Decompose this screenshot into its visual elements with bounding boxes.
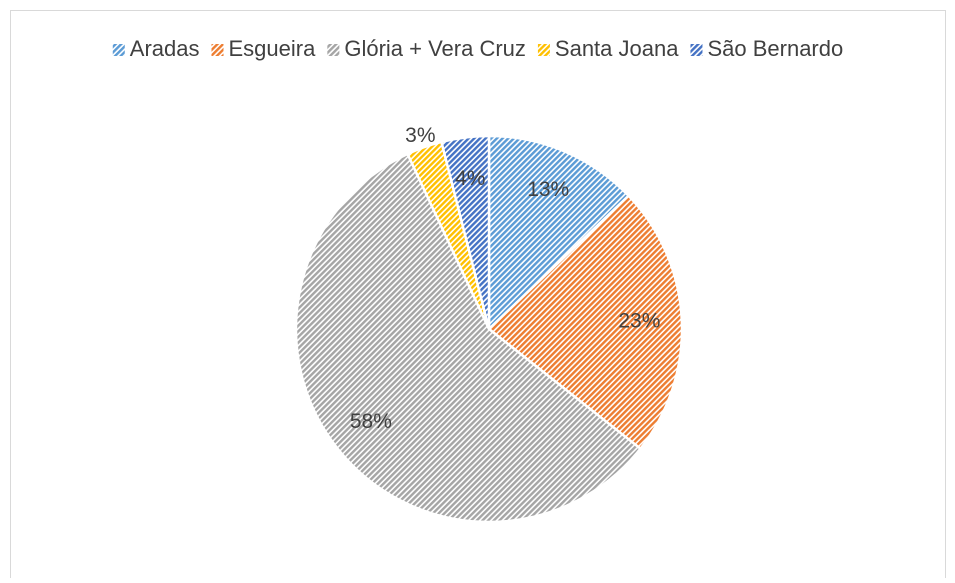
legend-marker <box>112 44 125 56</box>
legend: Aradas Esgueira Glória + Vera Cruz Santa Jo… <box>112 36 843 61</box>
data-label: 13% <box>527 178 569 201</box>
legend-label: Aradas <box>130 36 200 61</box>
pie: 13% 23% 58% 3% 4% <box>294 124 684 524</box>
legend-label: Santa Joana <box>555 36 679 61</box>
pie-slice <box>487 193 684 451</box>
legend-marker <box>327 44 340 56</box>
data-label: 23% <box>618 310 660 333</box>
data-label: 58% <box>350 410 392 433</box>
legend-label: Glória + Vera Cruz <box>344 36 526 61</box>
legend-label: Esgueira <box>228 36 316 61</box>
pie-slice <box>439 134 491 330</box>
data-label: 4% <box>455 167 485 190</box>
data-label: 3% <box>405 124 435 147</box>
legend-marker <box>211 44 224 56</box>
legend-marker <box>537 44 550 56</box>
legend-label: São Bernardo <box>707 36 843 61</box>
pie-slice <box>487 134 631 332</box>
legend-marker <box>690 44 703 56</box>
pie-slice <box>294 152 643 524</box>
